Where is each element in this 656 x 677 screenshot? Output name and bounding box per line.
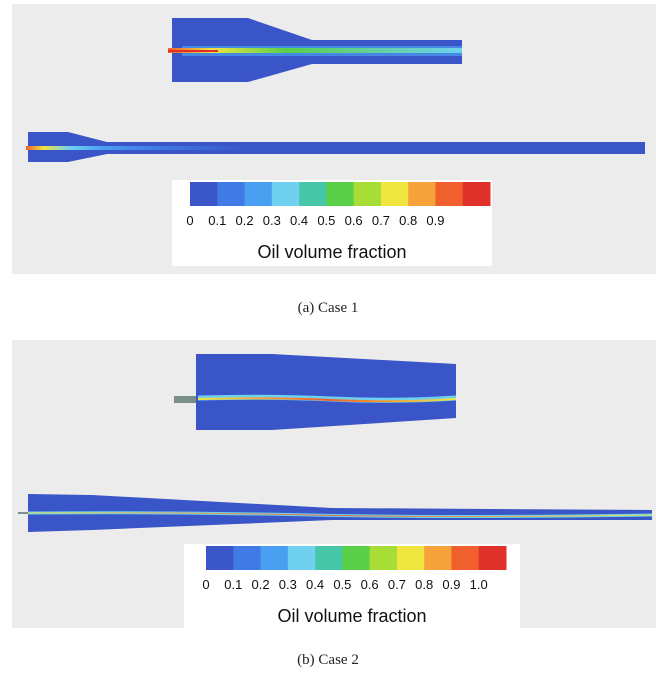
case2-panel: 0 0.1 0.2 0.3 0.4 0.5 0.6 0.7 0.8 0.9 1.0 Oil volu… bbox=[12, 340, 656, 630]
case1-tick-label: 0.5 bbox=[317, 213, 336, 228]
case2-tick-label: 0.1 bbox=[224, 577, 243, 592]
case1-colorbar-segment bbox=[462, 182, 491, 206]
case2-caption: (b) Case 2 bbox=[297, 652, 359, 668]
case2-colorbar-segment bbox=[396, 546, 425, 570]
case1-tick-label: 0.8 bbox=[399, 213, 418, 228]
case1-colorbar-segment bbox=[380, 182, 409, 206]
case2-tick-label: 0.6 bbox=[360, 577, 379, 592]
case2-tick-label: 0 bbox=[202, 577, 210, 592]
case1-colorbar-segment bbox=[326, 182, 355, 206]
case1-tick-label: 0.9 bbox=[426, 213, 445, 228]
case2-tick-label: 0.3 bbox=[278, 577, 297, 592]
case2-tick-label: 0.4 bbox=[306, 577, 325, 592]
case2-tick-label: 0.5 bbox=[333, 577, 352, 592]
case1-contour-svg bbox=[26, 18, 645, 162]
case1-legend: 0 0.1 0.2 0.3 0.4 0.5 0.6 0.7 0.8 0.9 Oil volume … bbox=[172, 180, 492, 266]
case2-full-separator bbox=[18, 494, 653, 532]
case1-colorbar-segment bbox=[408, 182, 436, 206]
case2-colorbar-segment bbox=[206, 546, 234, 570]
case1-colorbar-segment bbox=[299, 182, 327, 206]
case1-colorbar-segment bbox=[353, 182, 382, 206]
case2-tick-label: 0.7 bbox=[387, 577, 406, 592]
case1-zoomed-separator bbox=[168, 18, 462, 82]
case2-colorbar-segment bbox=[424, 546, 452, 570]
case2-colorbar-segment bbox=[451, 546, 480, 570]
case2-colorbar-segment bbox=[260, 546, 289, 570]
case1-colorbar-segment bbox=[271, 182, 300, 206]
case2-colorbar-segment bbox=[369, 546, 398, 570]
case2-tick-label: 1.0 bbox=[469, 577, 488, 592]
case2-zoomed-separator bbox=[174, 354, 457, 430]
case2-legend: 0 0.1 0.2 0.3 0.4 0.5 0.6 0.7 0.8 0.9 1.0 Oil volu… bbox=[184, 544, 520, 630]
case2-legend-title: Oil volume fraction bbox=[277, 606, 427, 626]
case1-tick-label: 0.2 bbox=[235, 213, 254, 228]
case1-colorbar-segment bbox=[435, 182, 464, 206]
case1-caption: (a) Case 1 bbox=[297, 300, 359, 316]
case2-tick-label: 0.9 bbox=[442, 577, 461, 592]
case1-colorbar bbox=[190, 182, 491, 206]
case1-tick-label: 0.4 bbox=[290, 213, 309, 228]
case1-tick-label: 0.3 bbox=[262, 213, 281, 228]
case2-colorbar bbox=[206, 546, 507, 570]
case2-colorbar-segment bbox=[287, 546, 316, 570]
case2-tick-label: 0.8 bbox=[415, 577, 434, 592]
case2-colorbar-segment bbox=[478, 546, 507, 570]
case1-tick-label: 0.6 bbox=[344, 213, 363, 228]
case1-tick-label: 0.7 bbox=[371, 213, 390, 228]
case1-tick-label: 0 bbox=[186, 213, 194, 228]
case1-legend-title: Oil volume fraction bbox=[257, 242, 407, 262]
case2-tick-label: 0.2 bbox=[251, 577, 270, 592]
case1-colorbar-segment bbox=[217, 182, 246, 206]
case1-full-separator bbox=[26, 132, 645, 162]
case2-colorbar-segment bbox=[233, 546, 262, 570]
case2-colorbar-segment bbox=[342, 546, 371, 570]
case2-colorbar-segment bbox=[315, 546, 343, 570]
case1-tick-label: 0.1 bbox=[208, 213, 227, 228]
case2-contour-svg bbox=[18, 354, 653, 532]
case1-panel: 0 0.1 0.2 0.3 0.4 0.5 0.6 0.7 0.8 0.9 Oil volume … bbox=[12, 4, 656, 274]
case1-colorbar-segment bbox=[244, 182, 273, 206]
case1-colorbar-segment bbox=[190, 182, 218, 206]
